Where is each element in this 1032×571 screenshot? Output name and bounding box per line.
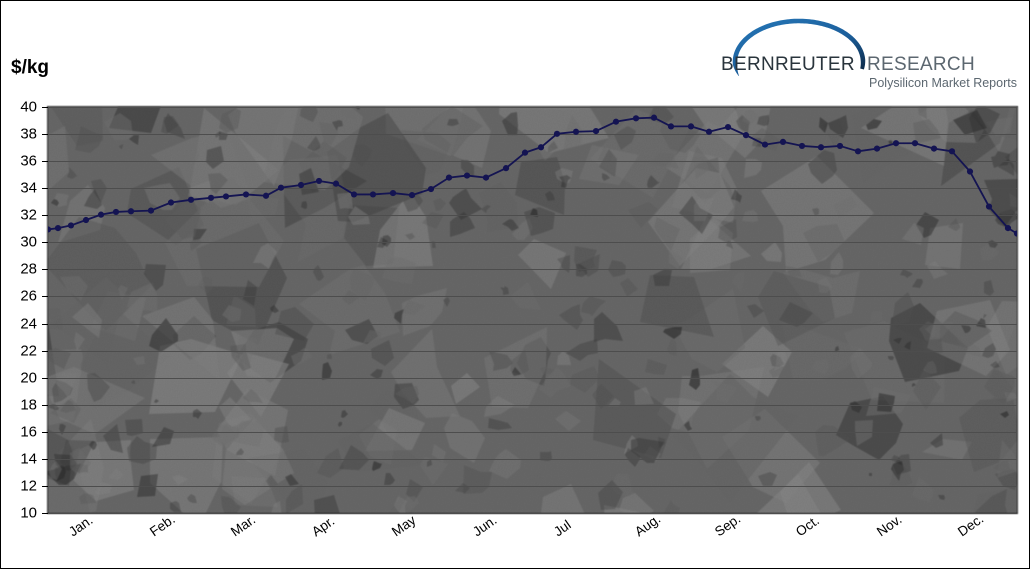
svg-text:Polysilicon Market Reports: Polysilicon Market Reports — [869, 76, 1017, 90]
svg-text:BERNREUTER: BERNREUTER — [721, 54, 855, 75]
svg-text:RESEARCH: RESEARCH — [867, 54, 975, 75]
